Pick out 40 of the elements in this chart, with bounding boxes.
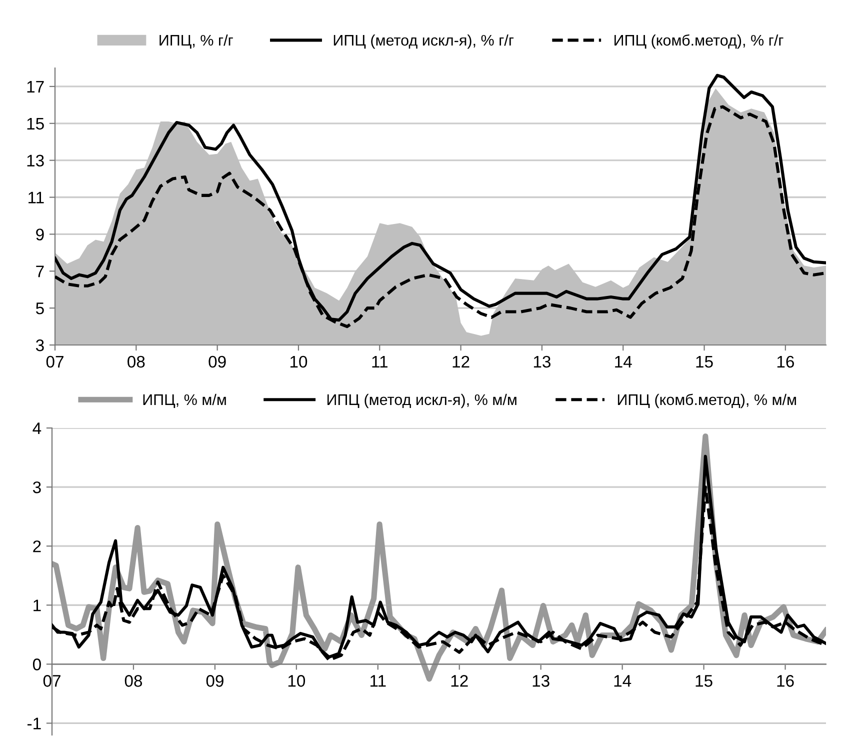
- y-tick-label: -1: [28, 718, 41, 730]
- x-tick-label: 16: [777, 675, 794, 687]
- y-tick-label: 17: [27, 81, 44, 93]
- x-tick-label: 09: [206, 675, 224, 687]
- legend-label: ИПЦ, % г/г: [160, 34, 233, 49]
- y-tick-label: 5: [36, 302, 44, 314]
- legend-label: ИПЦ (комб.метод), % м/м: [618, 394, 796, 408]
- x-tick-label: 12: [451, 675, 468, 687]
- x-tick-label: 08: [128, 356, 145, 368]
- x-tick-label: 12: [452, 356, 470, 368]
- y-tick-label: 11: [28, 192, 44, 204]
- y-tick-label: 0: [32, 658, 41, 670]
- y-tick-label: 15: [27, 118, 44, 130]
- x-tick-label: 09: [208, 356, 226, 368]
- x-tick-label: 07: [46, 356, 64, 368]
- x-tick-label: 15: [696, 675, 712, 687]
- x-tick-label: 16: [777, 356, 794, 368]
- y-tick-label: 3: [36, 339, 44, 352]
- y-tick-label: 3: [32, 481, 41, 494]
- legend-label: ИПЦ, % м/м: [143, 394, 226, 408]
- x-tick-label: 13: [534, 356, 550, 368]
- x-tick-label: 07: [43, 675, 60, 687]
- x-tick-label: 14: [615, 356, 632, 368]
- x-tick-label: 13: [532, 675, 550, 687]
- y-tick-label: 1: [34, 600, 41, 612]
- y-tick-label: 2: [33, 540, 41, 552]
- x-tick-label: 11: [372, 356, 388, 368]
- legend-label: ИПЦ (метод искл-я), % г/г: [334, 34, 514, 49]
- legend-label: ИПЦ (комб.метод), % г/г: [614, 34, 784, 49]
- y-tick-label: 4: [32, 422, 42, 434]
- x-tick-label: 10: [288, 675, 306, 687]
- x-tick-label: 15: [696, 356, 713, 368]
- y-tick-label: 13: [27, 154, 44, 167]
- x-tick-label: 10: [290, 356, 308, 368]
- x-tick-label: 08: [124, 675, 142, 687]
- y-tick-label: 9: [36, 228, 44, 240]
- legend-label: ИПЦ (метод искл-я), % м/м: [327, 394, 516, 408]
- y-tick-label: 7: [36, 266, 44, 278]
- x-tick-label: 14: [614, 675, 632, 687]
- x-tick-label: 11: [370, 675, 386, 687]
